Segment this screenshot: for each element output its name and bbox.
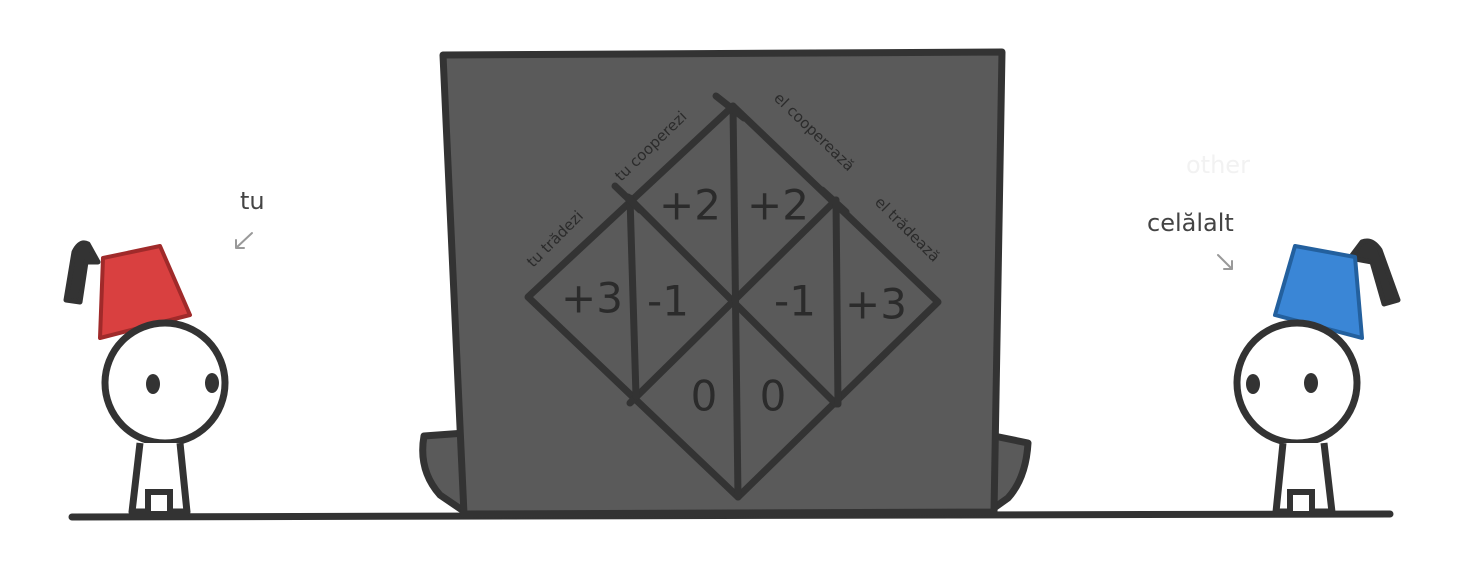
fez-hat-icon bbox=[98, 244, 192, 340]
right-eye bbox=[1304, 373, 1318, 393]
you-label: tu bbox=[240, 187, 265, 215]
other-label: celălalt bbox=[1147, 209, 1234, 237]
machine-right-wing bbox=[990, 432, 1032, 512]
hat-tassel-icon bbox=[1347, 238, 1401, 307]
payoff-defect-coop-you: +3 bbox=[561, 274, 623, 323]
left-eye bbox=[146, 374, 160, 394]
other-ghost-label: other bbox=[1186, 151, 1250, 179]
fez-hat-icon bbox=[1273, 244, 1364, 340]
player-character-you bbox=[63, 240, 229, 517]
payoff-defect-coop-them: -1 bbox=[647, 277, 689, 326]
right-eye bbox=[205, 373, 219, 393]
payoff-coop-defect-you: -1 bbox=[774, 277, 816, 326]
machine-left-wing bbox=[419, 429, 469, 516]
hat-tassel-icon bbox=[63, 240, 101, 305]
left-eye bbox=[1246, 374, 1260, 394]
payoff-machine: +2 +2 +3 -1 -1 +3 0 0 tu trădezi tu coop… bbox=[419, 48, 1032, 518]
corner-tick-left bbox=[611, 182, 644, 214]
payoff-dd-them: 0 bbox=[760, 372, 787, 421]
payoff-coop-defect-them: +3 bbox=[845, 280, 907, 329]
payoff-dd-you: 0 bbox=[691, 372, 718, 421]
payoff-cc-you: +2 bbox=[659, 181, 721, 230]
payoff-cc-them: +2 bbox=[747, 181, 809, 230]
corner-tick-top bbox=[712, 92, 748, 122]
grid-line-center bbox=[729, 102, 742, 501]
opponent-character bbox=[1233, 238, 1401, 517]
grid-line-left bbox=[626, 194, 640, 400]
other-pointer-arrow-icon bbox=[1217, 254, 1233, 270]
corner-tick-right bbox=[818, 186, 850, 216]
feet bbox=[1287, 489, 1315, 517]
you-pointer-arrow-icon bbox=[235, 232, 253, 249]
machine-body bbox=[439, 48, 1006, 518]
grid-line-right bbox=[832, 196, 842, 408]
feet bbox=[145, 489, 173, 517]
